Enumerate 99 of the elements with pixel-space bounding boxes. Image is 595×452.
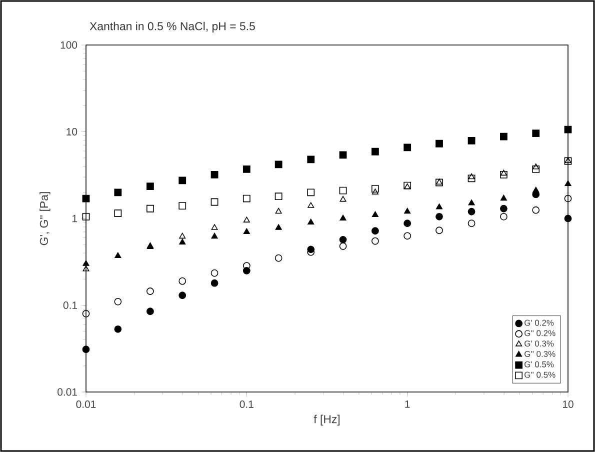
- point: [308, 202, 314, 208]
- point: [372, 185, 379, 192]
- point: [468, 208, 476, 216]
- point: [436, 203, 443, 210]
- x-tick-label: 0.1: [240, 400, 254, 408]
- point: [468, 136, 476, 144]
- point: [339, 151, 347, 159]
- point: [146, 288, 154, 295]
- point: [82, 194, 90, 202]
- point: [436, 212, 443, 220]
- point: [404, 208, 411, 214]
- point: [178, 277, 186, 285]
- point: [210, 269, 218, 277]
- legend-label: G'' 0.2%: [524, 330, 556, 336]
- chart-title: Xanthan in 0.5 % NaCl, pH = 5.5: [90, 22, 255, 32]
- point: [500, 194, 507, 201]
- point: [146, 182, 154, 190]
- legend-label: G' 0.3%: [524, 340, 554, 347]
- point: [178, 176, 186, 184]
- point: [146, 204, 154, 212]
- point: [146, 308, 154, 316]
- point: [500, 132, 508, 140]
- point: [372, 227, 379, 235]
- point: [275, 224, 282, 230]
- point: [564, 194, 572, 202]
- point: [210, 279, 218, 287]
- point: [468, 220, 476, 228]
- point: [179, 232, 186, 239]
- point: [82, 212, 90, 220]
- point: [210, 170, 218, 178]
- legend-label: G' 0.2%: [524, 320, 554, 326]
- point: [339, 242, 347, 250]
- x-tick-label: 1: [405, 400, 410, 408]
- legend-label: G'' 0.5%: [524, 372, 556, 378]
- point: [532, 130, 540, 137]
- point: [307, 156, 315, 164]
- point: [564, 126, 572, 134]
- point: [436, 226, 443, 234]
- point: [372, 237, 379, 245]
- point: [468, 173, 475, 180]
- point: [532, 206, 540, 214]
- point: [500, 212, 508, 220]
- point: [179, 238, 186, 244]
- point: [82, 310, 90, 318]
- point: [274, 192, 282, 200]
- y-tick-label: 100: [60, 41, 78, 49]
- y-tick-label: 0.1: [63, 302, 77, 309]
- point: [564, 180, 572, 186]
- point: [308, 218, 314, 225]
- point: [114, 325, 122, 333]
- legend-label: G' 0.5%: [524, 361, 554, 368]
- point: [404, 144, 412, 152]
- point: [242, 194, 250, 202]
- y-tick-label: 0.01: [58, 388, 77, 396]
- point: [114, 210, 122, 217]
- point: [532, 166, 540, 173]
- point: [242, 166, 250, 173]
- point: [468, 200, 475, 206]
- point: [178, 292, 186, 300]
- y-tick-label: 10: [66, 128, 78, 136]
- y-axis-title: G', G'' [Pa]: [40, 192, 50, 246]
- point: [372, 188, 378, 194]
- point: [436, 140, 443, 148]
- point: [532, 164, 540, 170]
- point: [340, 196, 346, 202]
- legend-label: G'' 0.3%: [524, 350, 556, 357]
- point: [500, 170, 507, 176]
- point: [210, 198, 218, 206]
- point: [274, 254, 282, 262]
- point: [532, 186, 540, 193]
- point: [243, 228, 250, 234]
- point: [114, 252, 122, 258]
- point: [372, 211, 378, 217]
- point: [404, 232, 412, 240]
- point: [564, 214, 572, 222]
- x-tick-label: 10: [562, 400, 574, 408]
- point: [82, 346, 90, 354]
- x-axis-title: f [Hz]: [314, 414, 340, 426]
- point: [211, 232, 218, 239]
- point: [339, 236, 347, 244]
- point: [500, 204, 508, 212]
- point: [339, 186, 347, 194]
- x-tick-label: 0.01: [76, 400, 96, 408]
- point: [274, 160, 282, 168]
- point: [275, 208, 282, 214]
- point: [178, 202, 186, 210]
- point: [114, 298, 122, 306]
- point: [82, 266, 90, 272]
- point: [211, 224, 218, 230]
- y-tick-label: 1: [72, 214, 77, 222]
- point: [307, 188, 315, 196]
- point: [114, 188, 122, 196]
- point: [243, 216, 250, 222]
- point: [372, 148, 379, 156]
- point: [340, 214, 346, 221]
- point: [468, 174, 476, 182]
- point: [82, 260, 90, 266]
- point: [500, 170, 508, 178]
- point: [404, 220, 412, 228]
